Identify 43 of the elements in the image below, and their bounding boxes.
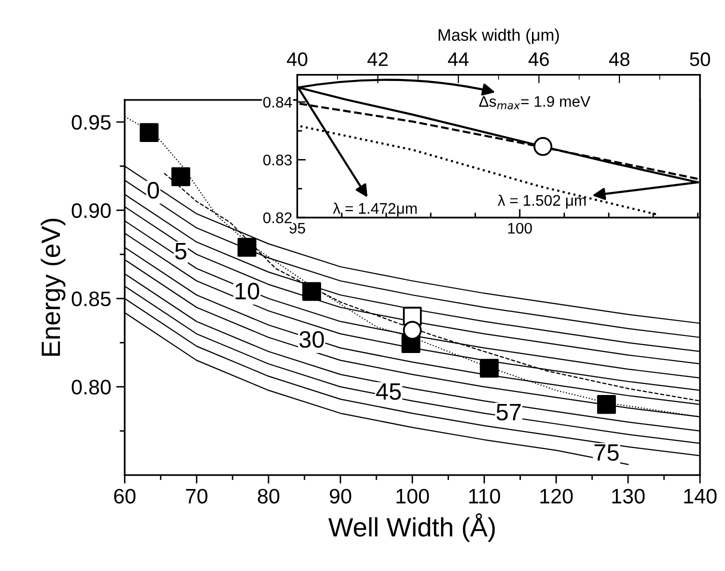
x2-axis-title: Mask width (μm) (438, 28, 559, 44)
point (480, 358, 499, 378)
annotation: λ = 1.502 μm (498, 194, 586, 209)
x-tick-label: 120 (540, 488, 573, 504)
x-tick-label: 80 (258, 488, 280, 504)
y-tick-label: 0.90 (72, 203, 111, 218)
annotation: λ = 1.472μm (332, 202, 417, 217)
point (140, 123, 159, 142)
x2-tick-label: 42 (367, 52, 388, 66)
x-tick-label: 100 (508, 222, 532, 234)
y-axis-title: Energy (eV) (40, 218, 66, 356)
annotation: 57 (496, 404, 521, 420)
annotation: 30 (299, 331, 324, 348)
annotation: 5 (175, 242, 186, 260)
y-tick-label: 0.80 (72, 380, 111, 395)
x2-tick-label: 40 (286, 52, 308, 66)
y-tick-label: 0.82 (263, 212, 292, 224)
x2-tick-label: 46 (528, 52, 549, 66)
point (597, 395, 616, 414)
x2-tick-label: 50 (690, 52, 710, 66)
y-tick-label: 0.85 (72, 292, 111, 306)
x-tick-label: 100 (396, 488, 429, 504)
point (171, 167, 190, 186)
y-tick-label: 0.95 (72, 114, 111, 130)
x-tick-label: 60 (114, 488, 136, 504)
x2-tick-label: 44 (448, 52, 469, 66)
point (302, 282, 322, 301)
x-tick-label: 110 (469, 488, 500, 504)
y-tick-label: 0.83 (263, 154, 292, 166)
point (238, 238, 256, 257)
point (402, 320, 422, 340)
annotation: Δs$_{max}$= 1.9 meV (479, 96, 590, 110)
x-tick-label: 140 (684, 488, 717, 504)
annotation: 45 (376, 383, 401, 400)
annotation: 0 (148, 182, 159, 199)
x-tick-label: 70 (186, 488, 208, 504)
x2-tick-label: 48 (609, 52, 630, 66)
annotation: 75 (594, 444, 619, 461)
x-tick-label: 90 (330, 488, 352, 504)
annotation: 10 (236, 282, 260, 300)
x-axis-title: Well Width (Å) (328, 513, 495, 542)
y-tick-label: 0.84 (263, 96, 292, 108)
x-tick-label: 130 (612, 488, 645, 504)
